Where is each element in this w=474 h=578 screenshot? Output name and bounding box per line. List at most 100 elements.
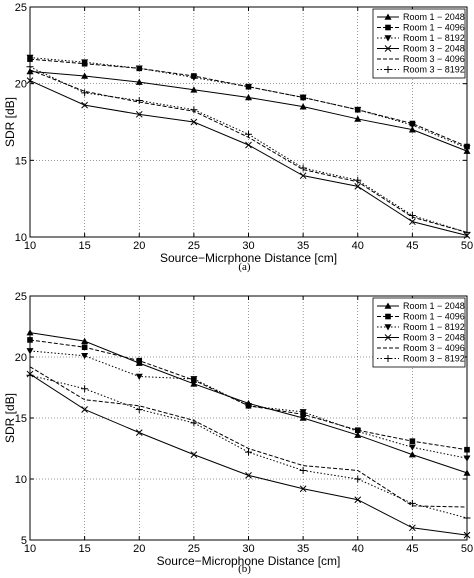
x-tick-label: 50 <box>461 543 473 555</box>
legend-marker <box>384 324 392 331</box>
y-tick-label: 25 <box>15 2 27 14</box>
x-tick-label: 20 <box>133 240 145 252</box>
data-point <box>190 376 198 383</box>
data-point <box>190 74 198 82</box>
y-tick-label: 15 <box>15 155 27 167</box>
data-point <box>299 164 307 172</box>
y-tick-label: 15 <box>15 413 27 425</box>
data-point <box>81 352 89 360</box>
legend-marker <box>384 334 392 341</box>
x-tick-label: 30 <box>242 240 254 252</box>
data-point <box>81 385 89 393</box>
x-tick-label: 45 <box>406 543 418 555</box>
legend-label: Room 3 − 8192 <box>403 354 465 364</box>
data-point <box>299 466 307 474</box>
legend-marker <box>384 302 392 309</box>
data-point <box>409 438 416 444</box>
x-tick-label: 10 <box>24 543 36 555</box>
data-point <box>81 59 89 66</box>
data-point <box>354 183 362 190</box>
y-tick-label: 20 <box>15 79 27 91</box>
data-point <box>81 72 89 79</box>
x-tick-label: 10 <box>24 240 36 252</box>
data-point <box>408 451 416 458</box>
data-point <box>408 126 416 133</box>
x-tick-label: 15 <box>79 543 91 555</box>
legend-label: Room 1 − 8192 <box>403 33 465 43</box>
y-tick-label: 10 <box>15 474 27 486</box>
x-tick-label: 45 <box>406 240 418 252</box>
data-point <box>190 106 198 114</box>
legend-label: Room 3 − 4096 <box>403 54 465 64</box>
data-point <box>245 471 252 479</box>
x-axis-label: Source−Micrphone Distance [cm] <box>160 251 337 265</box>
data-point <box>299 414 307 421</box>
series-4 <box>29 366 468 508</box>
legend-label: Room 3 − 4096 <box>403 343 465 353</box>
data-point <box>135 65 143 72</box>
data-point <box>135 78 143 85</box>
panel-caption: (a) <box>238 261 251 273</box>
legend-label: Room 1 − 4096 <box>403 312 465 322</box>
legend-label: Room 3 − 2048 <box>403 333 465 343</box>
data-point <box>408 122 416 129</box>
y-tick-label: 20 <box>15 352 27 364</box>
y-tick-label: 5 <box>21 535 27 547</box>
data-point <box>135 405 143 413</box>
data-point <box>354 176 362 184</box>
legend-label: Room 1 − 2048 <box>403 12 465 22</box>
data-point <box>409 218 416 226</box>
data-point <box>190 86 198 93</box>
data-point <box>190 419 198 427</box>
x-tick-label: 50 <box>461 240 473 252</box>
plot-frame <box>29 6 468 238</box>
data-point <box>299 172 307 180</box>
data-point <box>354 115 362 122</box>
legend-marker <box>384 45 392 52</box>
series-5 <box>26 371 471 522</box>
legend-marker <box>384 355 392 362</box>
data-point <box>81 101 88 109</box>
legend-marker <box>384 66 392 73</box>
legend-marker <box>384 13 392 20</box>
data-point <box>81 406 88 413</box>
y-tick-label: 10 <box>15 232 27 244</box>
legend-label: Room 1 − 4096 <box>403 23 465 33</box>
data-point <box>136 357 143 364</box>
series-0 <box>26 67 471 154</box>
data-point <box>190 118 198 126</box>
x-tick-label: 35 <box>297 543 309 555</box>
plot-frame <box>29 295 468 541</box>
series-line <box>29 58 468 147</box>
data-point <box>245 448 252 456</box>
y-tick-label: 25 <box>15 291 27 303</box>
legend-label: Room 3 − 8192 <box>403 65 465 75</box>
x-tick-label: 35 <box>297 240 309 252</box>
legend-label: Room 1 − 8192 <box>403 322 465 332</box>
data-point <box>135 373 143 381</box>
data-point <box>245 141 252 149</box>
data-point <box>408 499 416 507</box>
data-point <box>354 428 362 435</box>
data-point <box>408 212 416 220</box>
x-tick-label: 40 <box>352 543 364 555</box>
data-point <box>408 444 416 451</box>
data-point <box>299 103 307 110</box>
legend-marker <box>385 313 391 320</box>
data-point <box>354 106 362 114</box>
data-point <box>245 93 252 101</box>
data-point <box>135 110 143 118</box>
legend-label: Room 1 − 2048 <box>403 301 465 311</box>
data-point <box>81 344 88 351</box>
data-point <box>190 451 198 458</box>
x-tick-label: 15 <box>79 240 91 252</box>
legend-marker <box>384 35 392 42</box>
y-axis-label: SDR [dB] <box>3 393 17 443</box>
x-tick-label: 30 <box>242 543 254 555</box>
series-3 <box>26 370 471 539</box>
data-point <box>81 89 89 97</box>
